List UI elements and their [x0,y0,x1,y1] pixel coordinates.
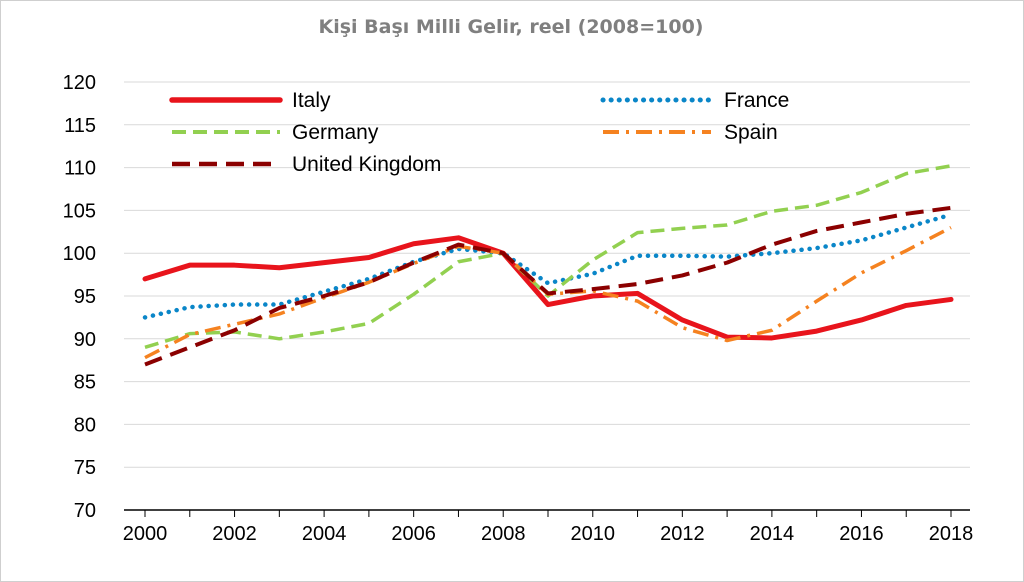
series-lines [142,164,954,367]
x-tick-label: 2006 [391,523,436,545]
y-tick-label: 80 [74,414,96,436]
y-tick-label: 110 [64,158,96,180]
x-tick-label: 2018 [929,523,974,545]
x-tick-label: 2010 [571,523,616,545]
x-tick-label: 2002 [212,523,257,545]
series-line-germany [144,164,952,350]
x-tick-label: 2000 [123,523,168,545]
x-tick-label: 2004 [302,523,347,545]
chart-title: Kişi Başı Milli Gelir, reel (2008=100) [318,16,704,38]
x-tick-label: 2014 [750,523,795,545]
y-tick-label: 75 [74,457,96,479]
y-tick-label: 95 [74,286,96,308]
y-tick-label: 115 [64,115,96,137]
legend: Italy France Germany Spain United Kingdom [169,89,789,176]
series-line-united-kingdom [144,205,952,367]
y-tick-label: 85 [74,372,96,394]
legend-label-spain: Spain [724,121,778,144]
series-line-italy [142,235,954,341]
x-tick-label: 2012 [660,523,705,545]
gridlines [124,81,970,468]
legend-label-france: France [724,89,789,112]
series-line-france [142,212,954,320]
y-tick-label: 120 [63,72,96,94]
y-tick-label: 90 [74,329,96,351]
axes: 70 75 80 85 90 95 100 105 110 115 120 2000 2002 2004 2… [63,72,974,545]
x-tick-label: 2016 [839,523,884,545]
x-tick-label: 2008 [481,523,526,545]
legend-label-italy: Italy [292,89,331,112]
y-tick-label: 105 [63,200,96,222]
y-tick-label: 70 [74,500,96,522]
legend-label-germany: Germany [292,121,379,144]
y-tick-label: 100 [63,243,96,265]
legend-label-united-kingdom: United Kingdom [292,153,441,176]
